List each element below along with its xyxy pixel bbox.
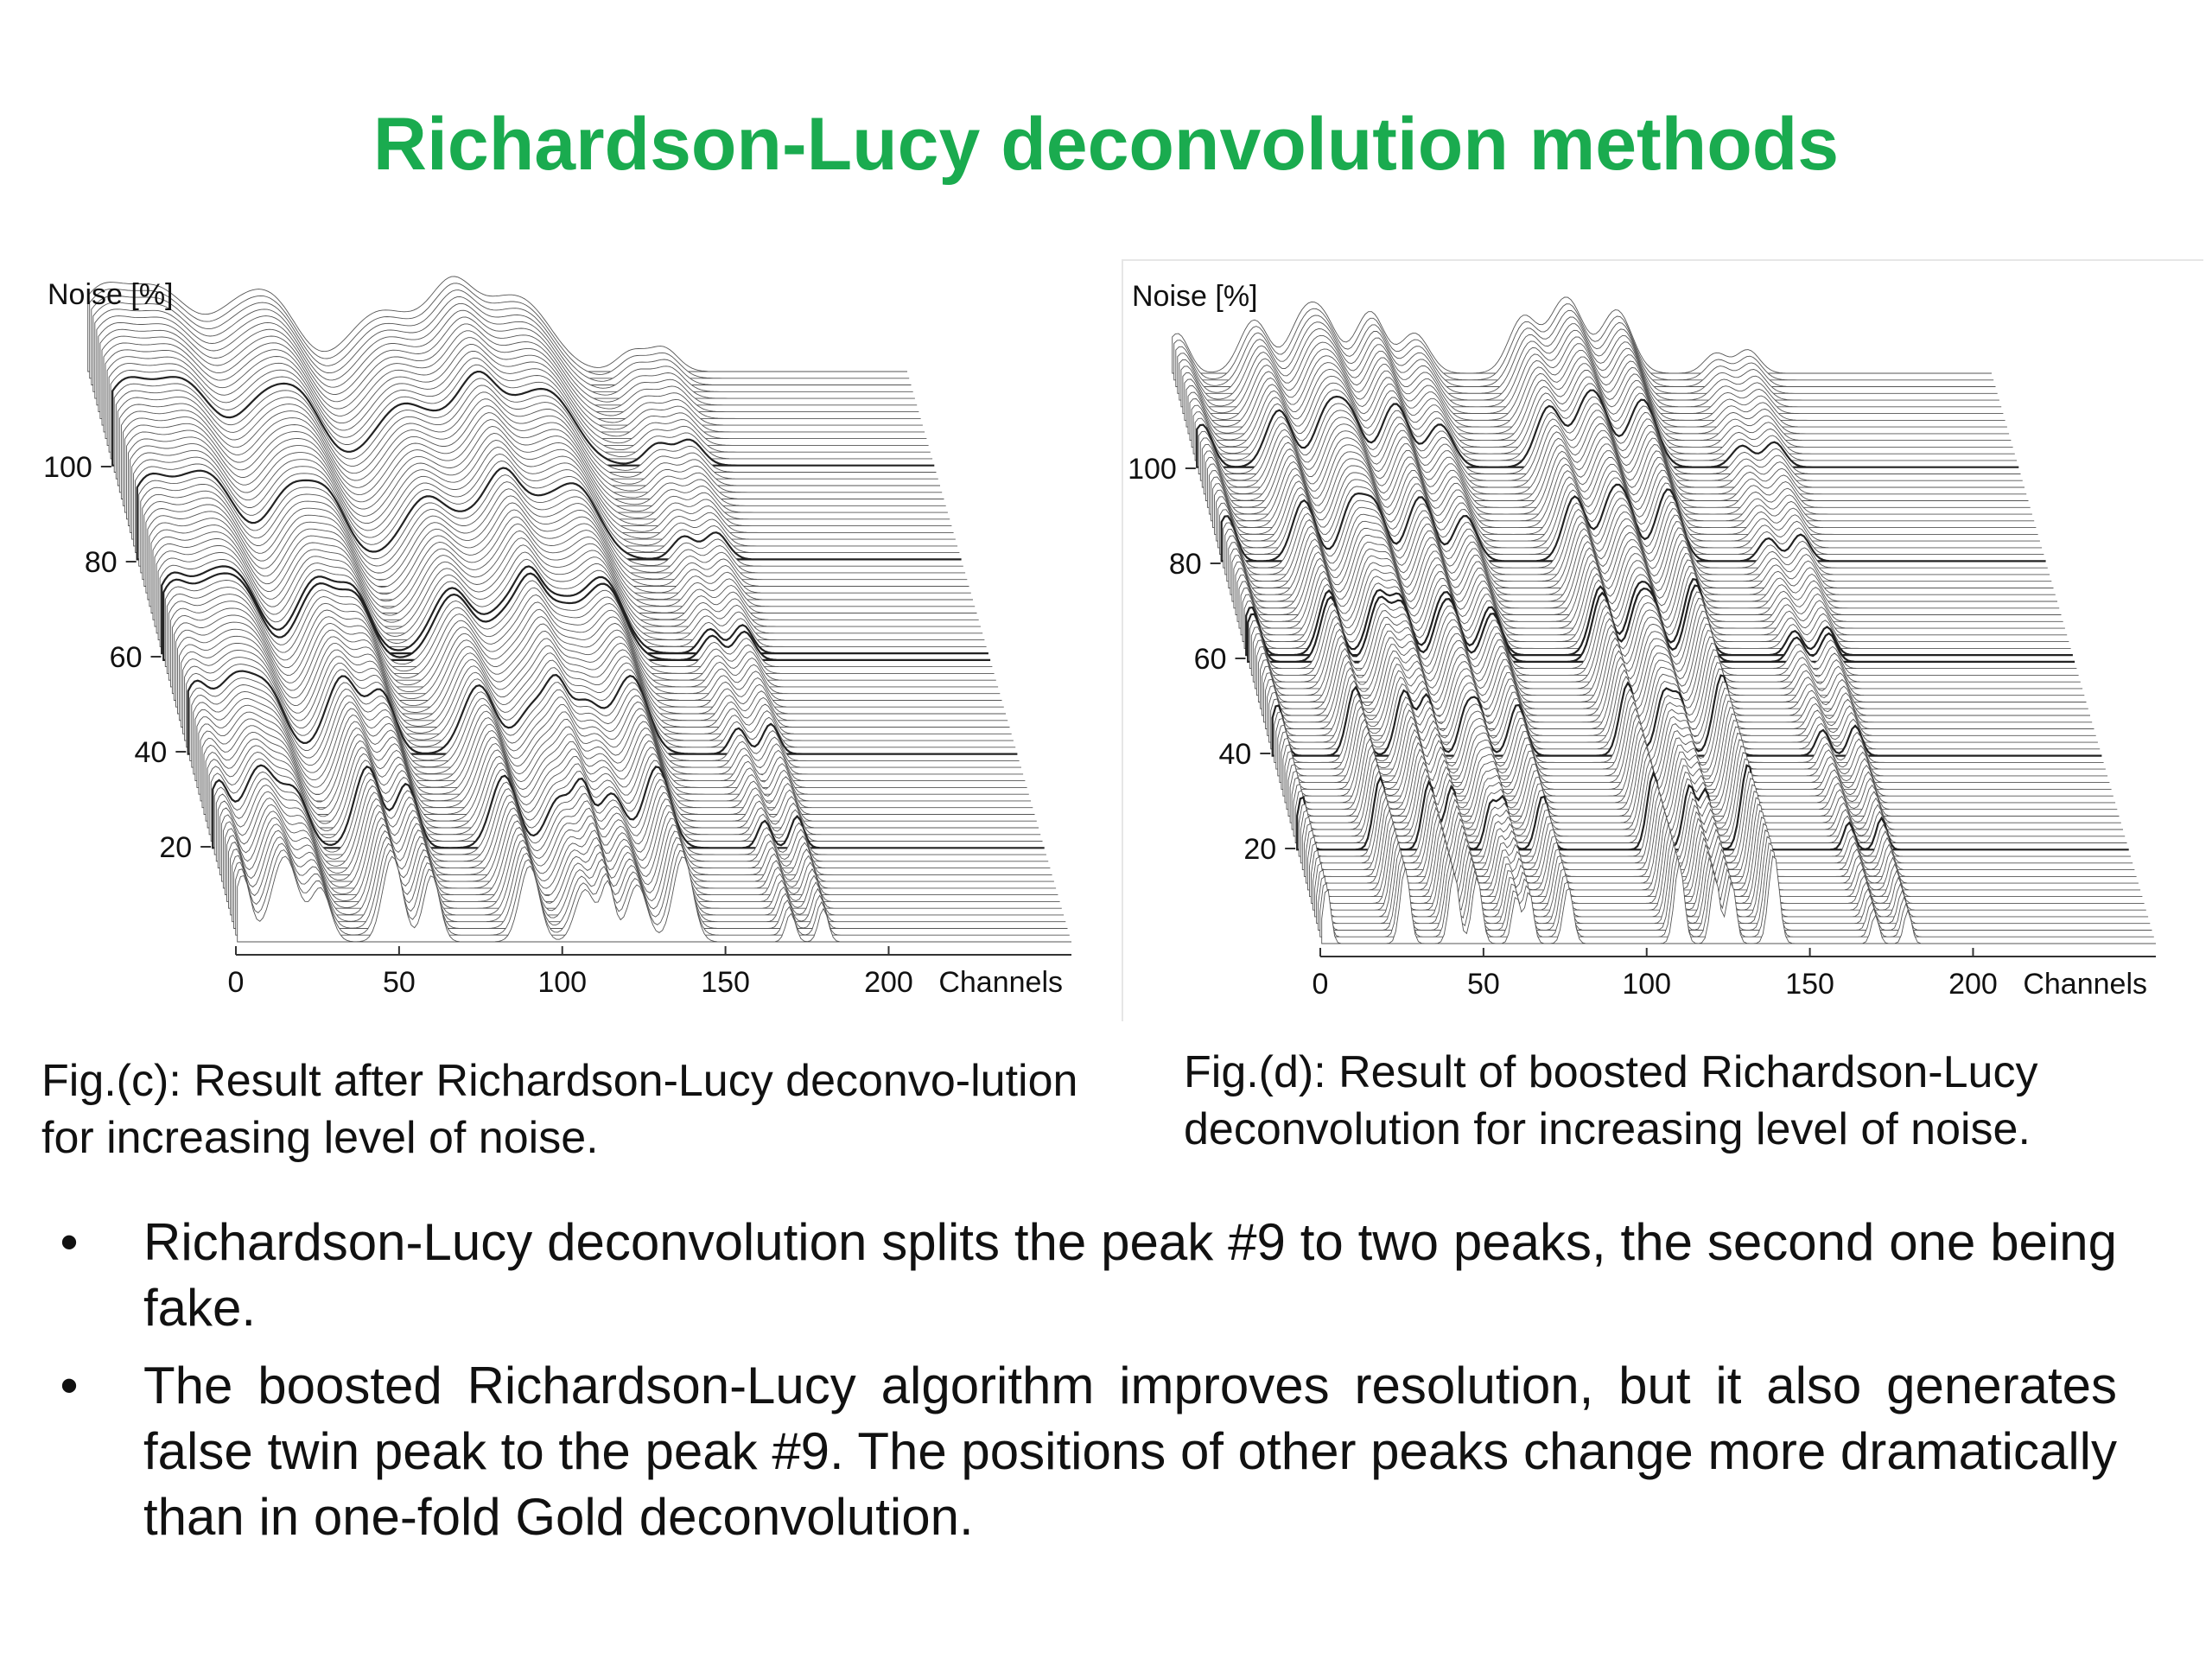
figure-d-y-tick-label: 100 bbox=[1128, 453, 1177, 486]
bullet-dot-icon: • bbox=[60, 1213, 79, 1271]
bullet-item: • The boosted Richardson-Lucy algorithm … bbox=[52, 1353, 2117, 1550]
figure-d-y-tick-label: 60 bbox=[1194, 643, 1227, 676]
figure-c-caption: Fig.(c): Result after Richardson-Lucy de… bbox=[41, 1056, 1078, 1163]
figure-c-svg: 0 50 100 150 200 Channels 20 40 60 80 100 Noise [%] bbox=[43, 276, 1071, 999]
figure-d-y-tick-label: 40 bbox=[1219, 738, 1252, 771]
figure-c-y-tick-label: 60 bbox=[110, 641, 143, 674]
figure-c-x-tick-label: 200 bbox=[864, 966, 913, 999]
figure-d-waterfall-plot: 0 50 100 150 200 Channels 20 40 60 80 100 Noise [%] bbox=[1122, 259, 2203, 1021]
figure-c-x-tick-label: 50 bbox=[383, 966, 416, 999]
figure-d-trace bbox=[1321, 855, 2156, 944]
figure-d-x-tick-label: 150 bbox=[1785, 968, 1834, 1001]
figure-c-y-tick-label: 80 bbox=[85, 546, 118, 579]
figure-d-y-tick-label: 80 bbox=[1169, 548, 1202, 581]
figure-d-x-tick-label: 0 bbox=[1313, 968, 1329, 1001]
figure-d-x-tick-label: 50 bbox=[1467, 968, 1500, 1001]
figure-c-x-tick-label: 100 bbox=[537, 966, 587, 999]
figure-c-y-axis: 20 40 60 80 100 Noise [%] bbox=[43, 278, 212, 864]
figure-d-y-tick-label: 20 bbox=[1243, 833, 1276, 866]
figure-c-noise-label: Noise [%] bbox=[48, 278, 174, 311]
figure-d-y-axis: 20 40 60 80 100 Noise [%] bbox=[1128, 280, 1296, 866]
bullet-text: The boosted Richardson-Lucy algorithm im… bbox=[143, 1357, 2117, 1546]
figure-d-svg: 0 50 100 150 200 Channels 20 40 60 80 100 Noise [%] bbox=[1128, 280, 2156, 1001]
bullet-text: Richardson-Lucy deconvolution splits the… bbox=[143, 1213, 2117, 1337]
figure-d-caption: Fig.(d): Result of boosted Richardson-Lu… bbox=[1184, 1047, 2038, 1154]
figure-d-traces bbox=[1172, 296, 2156, 944]
figure-d-x-tick-label: 200 bbox=[1948, 968, 1998, 1001]
figure-d-x-axis: 0 50 100 150 200 Channels bbox=[1313, 948, 2156, 1001]
figure-d-x-axis-label: Channels bbox=[2023, 968, 2147, 1001]
figure-c-y-tick-label: 40 bbox=[135, 736, 168, 769]
figure-c-x-axis: 0 50 100 150 200 Channels bbox=[228, 946, 1071, 999]
bullet-item: • Richardson-Lucy deconvolution splits t… bbox=[52, 1210, 2117, 1341]
figure-d-x-tick-label: 100 bbox=[1622, 968, 1671, 1001]
figure-c-y-tick-label: 20 bbox=[159, 831, 192, 864]
figure-c-x-tick-label: 150 bbox=[701, 966, 750, 999]
slide-title: Richardson-Lucy deconvolution methods bbox=[372, 103, 1840, 186]
figure-c-x-axis-label: Channels bbox=[938, 966, 1063, 999]
figure-c-waterfall-plot: 0 50 100 150 200 Channels 20 40 60 80 100 Noise [%] bbox=[39, 259, 1119, 1020]
figure-c-traces bbox=[87, 276, 1071, 943]
figure-c-y-tick-label: 100 bbox=[43, 451, 92, 484]
figure-c-x-tick-label: 0 bbox=[228, 966, 245, 999]
bullet-list: • Richardson-Lucy deconvolution splits t… bbox=[52, 1210, 2117, 1562]
bullet-dot-icon: • bbox=[60, 1357, 79, 1414]
figure-d-noise-label: Noise [%] bbox=[1132, 280, 1258, 313]
figure-c-trace bbox=[237, 855, 1071, 943]
